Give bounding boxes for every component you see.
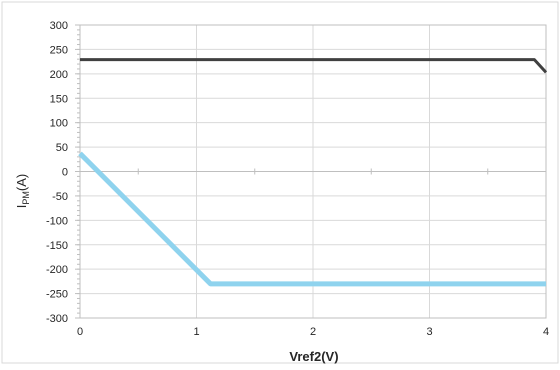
y-tick-label: -250 [46,289,68,301]
y-tick-label: 100 [50,118,68,130]
y-axis-title-main: I [14,205,29,209]
series-line-1 [80,58,548,74]
y-tick-label: 250 [50,44,68,56]
y-tick-labels: 300 250 200 150 100 50 0 -50 -100 -150 -200 -250 -30… [46,20,68,325]
x-tick-label: 3 [426,326,432,338]
x-axis-title: Vref2(V) [289,349,338,364]
chart-border [1,1,559,364]
y-tick-label: -150 [46,240,68,252]
y-axis-title: IPM(A) [14,174,31,208]
x-tick-labels: 0 1 2 3 4 [77,326,549,338]
y-tick-label: 300 [50,20,68,32]
x-tick-label: 4 [543,326,549,338]
y-tick-label: -300 [46,313,68,325]
series-line-2 [78,151,546,287]
y-tick-label: 150 [50,93,68,105]
x-tick-label: 1 [193,326,199,338]
axes [75,24,547,319]
y-tick-label: -50 [52,191,68,203]
y-tick-label: -100 [46,215,68,227]
y-axis-title-unit: (A) [14,174,29,191]
x-tick-label: 0 [77,326,83,338]
y-axis-title-sub: PM [21,191,31,205]
y-tick-label: 0 [62,167,68,179]
y-tick-label: -200 [46,264,68,276]
y-tick-label: 200 [50,69,68,81]
series-lines [78,58,548,287]
x-tick-label: 2 [310,326,316,338]
svg-text:IPM(A): IPM(A) [14,174,31,208]
y-tick-label: 50 [56,142,68,154]
